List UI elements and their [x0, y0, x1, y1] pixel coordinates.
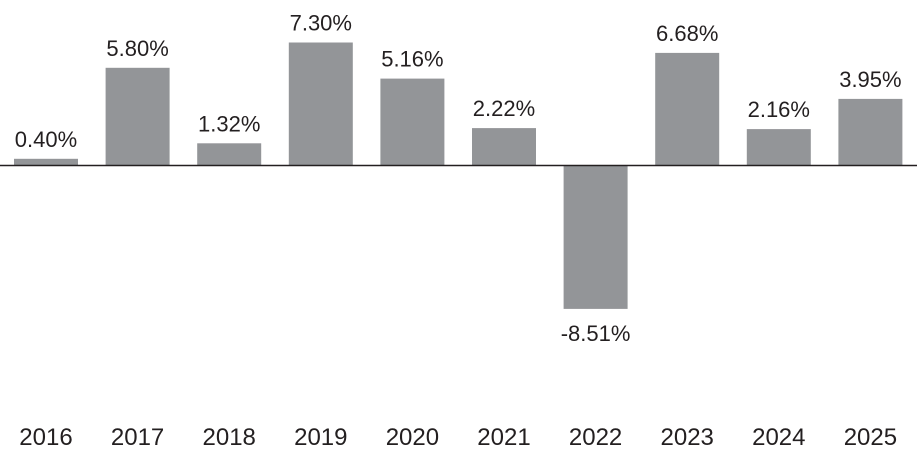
x-tick-2019: 2019	[294, 424, 347, 451]
bar-2024	[746, 129, 811, 166]
value-label-2023: 6.68%	[656, 21, 718, 46]
bar-2023	[655, 52, 720, 166]
value-label-2020: 5.16%	[381, 47, 443, 72]
value-label-2017: 5.80%	[106, 36, 168, 61]
value-label-2022: -8.51%	[561, 321, 631, 346]
bar-2019	[288, 42, 353, 166]
x-tick-2020: 2020	[386, 424, 439, 451]
value-label-2016: 0.40%	[15, 127, 77, 152]
bar-2025	[838, 98, 903, 166]
x-axis-tick-labels: 2016 2017 2018 2019 2020 2021 2022 2023 2024 2025	[19, 424, 897, 451]
bar-2018	[197, 143, 262, 166]
x-tick-2023: 2023	[661, 424, 714, 451]
x-tick-2018: 2018	[203, 424, 256, 451]
value-label-2018: 1.32%	[198, 111, 260, 136]
x-tick-2016: 2016	[19, 424, 72, 451]
x-tick-2024: 2024	[752, 424, 805, 451]
bar-2016	[14, 158, 78, 166]
bar-2021	[472, 128, 536, 166]
x-tick-2021: 2021	[477, 424, 530, 451]
value-label-2021: 2.22%	[473, 96, 535, 121]
bar-2017	[105, 67, 170, 166]
bars-group	[14, 42, 903, 309]
bar-2022	[563, 165, 628, 309]
x-tick-2017: 2017	[111, 424, 164, 451]
value-label-2019: 7.30%	[290, 11, 352, 36]
value-labels-group: 0.40% 5.80% 1.32% 7.30% 5.16% 2.22% -8.51% 6.68…	[15, 11, 902, 346]
bar-2020	[380, 78, 445, 166]
value-label-2025: 3.95%	[839, 67, 901, 92]
value-label-2024: 2.16%	[748, 97, 810, 122]
x-tick-2022: 2022	[569, 424, 622, 451]
x-tick-2025: 2025	[844, 424, 897, 451]
